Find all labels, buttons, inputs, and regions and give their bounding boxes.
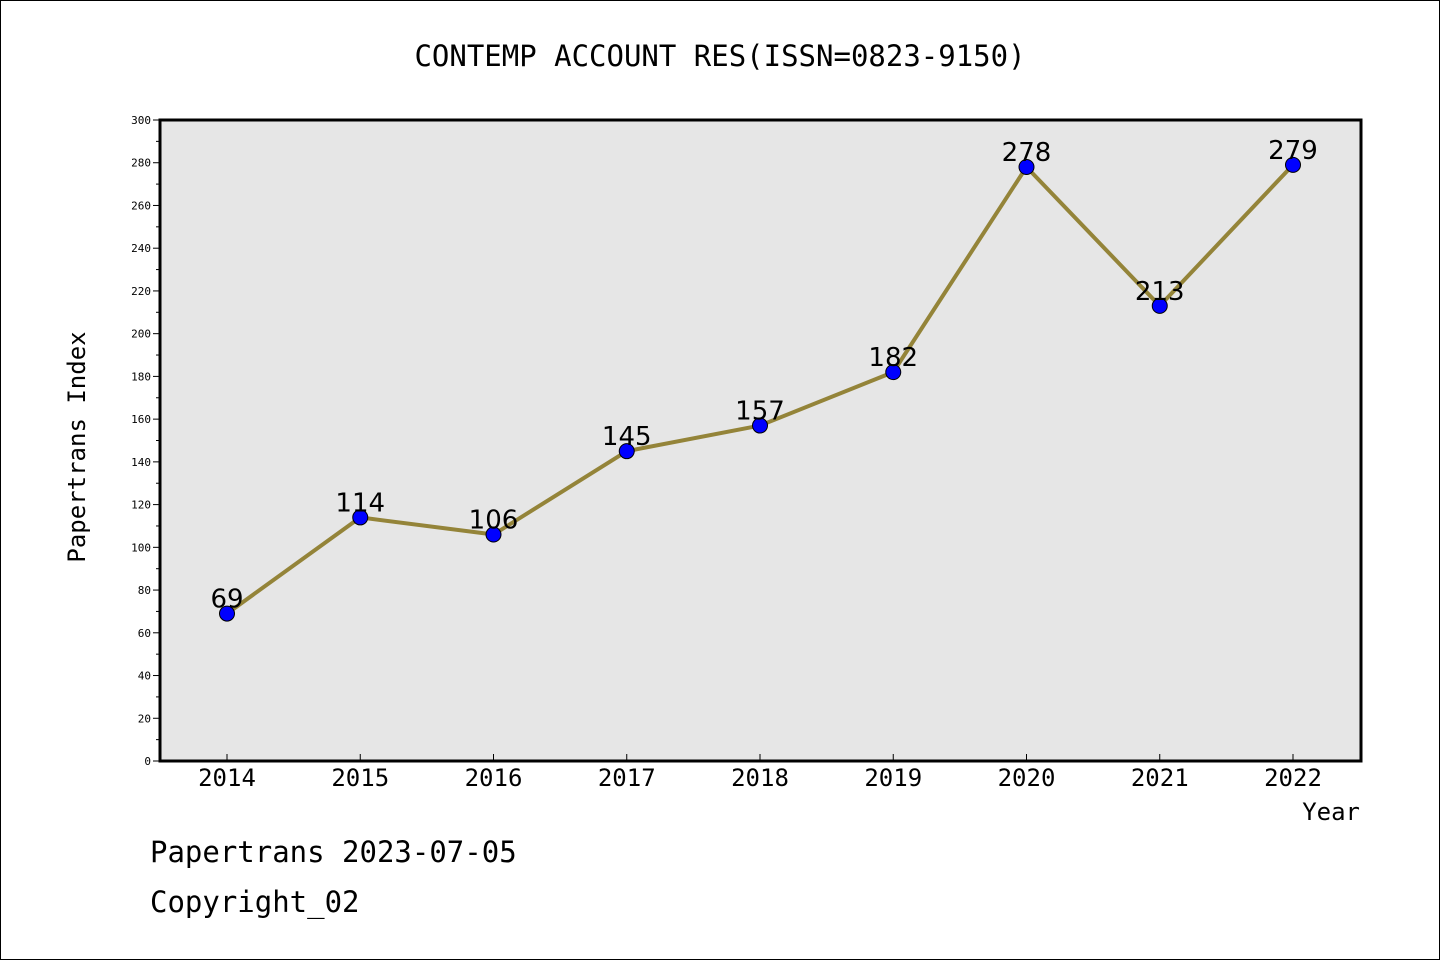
- data-point: [1018, 159, 1035, 176]
- x-tick-label: 2017: [598, 764, 656, 792]
- data-point: [1151, 297, 1168, 314]
- y-tick-label: 300: [131, 114, 151, 127]
- data-point: [618, 443, 635, 460]
- x-tick-label: 2022: [1264, 764, 1322, 792]
- y-axis: 0 20 40 60 80 100 120 140 160 180 200 220 240 260 280 3…: [131, 114, 160, 768]
- x-axis-label: Year: [1302, 798, 1360, 826]
- x-tick-label: 2018: [731, 764, 789, 792]
- data-point: [1285, 156, 1301, 173]
- series-line-group: 69 114 106 145 157 182 278 213 279: [210, 136, 1318, 622]
- plot-area: [158, 118, 1363, 763]
- y-tick-label: 200: [131, 328, 151, 341]
- data-label: 106: [469, 506, 519, 536]
- data-label: 182: [868, 343, 918, 373]
- y-tick-label: 0: [144, 755, 151, 768]
- data-label: 114: [335, 488, 385, 518]
- data-point: [752, 417, 768, 434]
- x-tick-label: 2015: [331, 764, 389, 792]
- chart-title: CONTEMP ACCOUNT RES(ISSN=0823-9150): [414, 39, 1025, 73]
- y-tick-label: 240: [131, 242, 151, 255]
- y-tick-label: 80: [138, 584, 151, 597]
- footer-date: Papertrans 2023-07-05: [150, 835, 517, 869]
- y-tick-label: 60: [138, 627, 151, 640]
- y-tick-label: 160: [131, 413, 151, 426]
- data-label: 278: [1002, 138, 1052, 168]
- y-tick-label: 100: [131, 541, 151, 554]
- y-tick-label: 120: [131, 499, 151, 512]
- footer-copyright: Copyright_02: [150, 885, 360, 919]
- data-label: 157: [735, 397, 785, 427]
- y-tick-label: 220: [131, 285, 151, 298]
- y-axis-label: Papertrans Index: [63, 331, 91, 562]
- x-tick-label: 2020: [998, 764, 1056, 792]
- data-point: [485, 526, 502, 543]
- x-tick-label: 2019: [864, 764, 922, 792]
- x-axis: 2014 2015 2016 2017 2018 2019 2020 2021 2022: [198, 754, 1322, 792]
- x-tick-label: 2021: [1131, 764, 1189, 792]
- y-tick-label: 180: [131, 370, 151, 383]
- data-label: 279: [1268, 136, 1318, 166]
- x-tick-label: 2016: [465, 764, 523, 792]
- x-tick-label: 2014: [198, 764, 256, 792]
- y-tick-label: 280: [131, 157, 151, 170]
- y-tick-label: 140: [131, 456, 151, 469]
- data-point: [352, 509, 369, 526]
- data-label: 69: [210, 585, 243, 615]
- y-tick-label: 40: [138, 670, 151, 683]
- data-point: [219, 605, 235, 622]
- data-label: 145: [602, 422, 652, 452]
- y-tick-label: 20: [138, 712, 151, 725]
- data-label: 213: [1135, 277, 1185, 307]
- y-tick-label: 260: [131, 199, 151, 212]
- data-point: [885, 364, 902, 381]
